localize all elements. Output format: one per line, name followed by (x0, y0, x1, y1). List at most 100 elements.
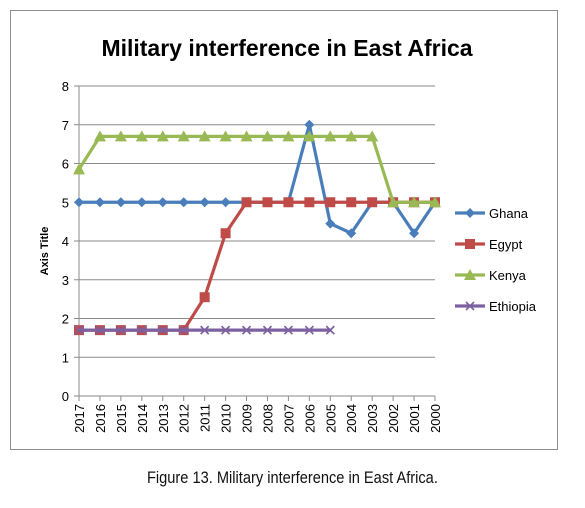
ghana-point (157, 197, 168, 208)
legend-item-egypt: Egypt (455, 237, 523, 252)
kenya-point (73, 163, 85, 175)
x-tick-label: 2015 (114, 404, 129, 433)
marker-stroke (137, 325, 147, 335)
ghana-point (115, 197, 126, 208)
egypt-point (367, 197, 378, 208)
ethiopia-point (137, 325, 147, 335)
kenya-point (240, 130, 253, 142)
x-tick-label: 2003 (365, 404, 380, 433)
ghana-point (178, 197, 189, 208)
ethiopia-point (200, 325, 210, 335)
ghana-point (136, 197, 147, 208)
legend-swatch-marker (464, 269, 476, 280)
egypt-point (241, 197, 252, 208)
ethiopia-point (262, 325, 273, 335)
ghana-point (325, 218, 336, 229)
ghana-line (79, 123, 437, 235)
axes: 0 1 2 3 4 5 6 7 8 2017 2016 2015 2014 2013 2012 2011 201… (62, 79, 443, 433)
ethiopia-point (179, 325, 189, 335)
legend-item-kenya: Kenya (455, 268, 527, 283)
ghana-point (346, 228, 357, 239)
x-tick-label: 2004 (344, 404, 359, 433)
gridlines (79, 85, 435, 358)
kenya-point (366, 130, 379, 142)
legend-item-ghana: Ghana (455, 206, 529, 221)
legend-label: Egypt (489, 237, 523, 252)
marker-stroke (221, 325, 231, 335)
x-tick-label: 2010 (219, 404, 234, 433)
kenya-line (77, 134, 435, 204)
kenya-point (324, 130, 337, 142)
x-tick-label: 2011 (198, 404, 213, 432)
x-tick-label: 2014 (135, 404, 150, 433)
series (73, 119, 441, 336)
ghana-point (94, 197, 105, 208)
ethiopia-point (95, 325, 105, 335)
y-tick-label: 6 (62, 157, 69, 172)
ghana-point (199, 197, 210, 208)
kenya-point (408, 196, 421, 208)
kenya-point (282, 130, 295, 142)
egypt-point (325, 197, 336, 208)
marker-stroke (74, 325, 84, 335)
x-tick-label: 2013 (156, 404, 171, 433)
legend-label: Ghana (489, 206, 529, 221)
x-tick-label: 2005 (323, 404, 338, 433)
legend-item-ethiopia: Ethiopia (455, 299, 537, 314)
ghana-point (304, 119, 315, 130)
series-kenya (73, 130, 441, 208)
legend-label: Kenya (489, 268, 527, 283)
y-tick-label: 0 (62, 389, 69, 404)
egypt-point (220, 228, 231, 239)
egypt-point (262, 197, 273, 208)
kenya-point (219, 130, 232, 142)
y-tick-label: 4 (62, 234, 69, 249)
ghana-point (220, 197, 231, 208)
kenya-point (198, 130, 211, 142)
kenya-point (303, 130, 316, 142)
kenya-point (387, 196, 400, 208)
chart-title: Military interference in East Africa (101, 35, 472, 61)
marker-stroke (200, 325, 210, 335)
ethiopia-point (158, 325, 168, 335)
egypt-line (79, 200, 435, 332)
x-tick-label: 2009 (240, 404, 255, 433)
marker-stroke (158, 325, 168, 335)
y-axis-title: Axis Title (39, 227, 51, 276)
ethiopia-point (241, 325, 252, 335)
marker-stroke (465, 301, 475, 311)
marker-stroke (325, 325, 335, 335)
y-tick-label: 8 (62, 79, 69, 94)
kenya-point (177, 130, 190, 142)
x-tick-label: 2016 (93, 404, 108, 433)
series-egypt (74, 197, 440, 336)
y-tick-label: 3 (62, 273, 69, 288)
marker-stroke (95, 325, 105, 335)
x-tick-label: 2017 (72, 404, 87, 433)
kenya-point (156, 130, 169, 142)
marker-stroke (241, 325, 252, 335)
ethiopia-point (116, 325, 126, 335)
x-tick-label: 2000 (428, 404, 443, 433)
y-tick-label: 2 (62, 312, 69, 327)
legend-swatch-marker (465, 208, 475, 218)
chart-frame: Military interference in East Africa Axi… (10, 10, 558, 450)
ethiopia-point (221, 325, 231, 335)
ethiopia-point (325, 325, 335, 335)
ghana-point (409, 228, 420, 239)
legend-label: Ethiopia (489, 299, 537, 314)
kenya-point (429, 196, 441, 208)
x-tick-label: 2006 (302, 404, 317, 433)
egypt-point (346, 197, 357, 208)
x-tick-label: 2008 (260, 404, 275, 433)
kenya-point (93, 130, 106, 142)
ghana-point (74, 197, 84, 208)
egypt-point (304, 197, 315, 208)
marker-stroke (304, 325, 314, 335)
kenya-point (135, 130, 148, 142)
x-tick-label: 2012 (177, 404, 192, 433)
marker-stroke (262, 325, 273, 335)
y-tick-label: 1 (62, 350, 69, 365)
legend-swatch-marker (465, 239, 475, 249)
kenya-point (261, 130, 274, 142)
